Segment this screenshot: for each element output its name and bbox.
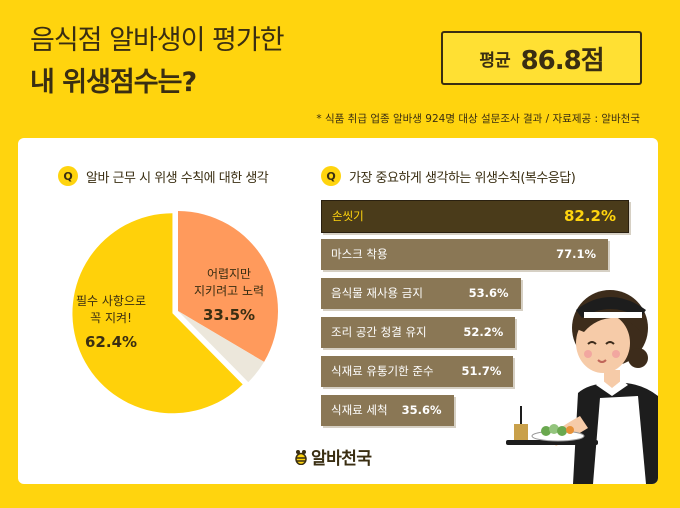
content-panel: Q 알바 근무 시 위생 수칙에 대한 생각 Q 가장 중요하게 생각하는 위생… [18,138,658,484]
pie-chart [72,211,278,414]
pie-slice-main [72,213,243,414]
bar-label: 손씻기 [332,209,364,223]
bar-3: 음식물 재사용 금지 53.6% [321,278,521,309]
bar-label: 식재료 유통기한 준수 [331,364,434,378]
bar-value-label: 77.1% [556,247,596,261]
average-label: 평균 [479,50,511,71]
source-note: * 식품 취급 업종 알바생 924명 대상 설문조사 결과 / 자료제공 : … [316,113,640,125]
bar-label: 식재료 세척 [331,403,388,417]
pie-main-value: 62.4% [85,333,138,351]
right-question-text: 가장 중요하게 생각하는 위생수칙(복수응답) [349,170,576,186]
pie-second-value: 33.5% [203,306,256,324]
brand-logo: 알바천국 [294,444,372,469]
bar-value-label: 53.6% [468,286,509,300]
pie-slice-label-main: 필수 사항으로 꼭 지켜! 62.4% [76,293,146,351]
pie-slice-rest [178,311,265,383]
left-question-text: 알바 근무 시 위생 수칙에 대한 생각 [86,170,269,186]
pie-main-line1: 필수 사항으로 [76,294,147,308]
pie-main-line2: 꼭 지켜! [90,311,132,325]
title-line-1: 음식점 알바생이 평가한 [30,25,285,56]
bar-label: 조리 공간 청결 유지 [331,325,427,339]
bar-4: 조리 공간 청결 유지 52.2% [321,317,516,348]
bar-value-label: 35.6% [401,403,442,417]
right-question-header: Q 가장 중요하게 생각하는 위생수칙(복수응답) [321,166,576,186]
average-score-box: 평균 86.8점 [441,31,642,85]
bar-1: 손씻기 82.2% [321,200,629,233]
bar-6: 식재료 세척 35.6% [321,395,454,426]
q-badge: Q [321,166,341,186]
bar-2: 마스크 착용 77.1% [321,239,608,270]
pie-slice-label-second: 어렵지만 지키려고 노력 33.5% [194,266,264,324]
bar-value-label: 52.2% [463,325,504,339]
q-badge: Q [58,166,78,186]
bar-value-label: 51.7% [461,364,502,378]
left-question-header: Q 알바 근무 시 위생 수칙에 대한 생각 [58,166,269,186]
bar-value-label: 82.2% [563,207,616,225]
waitress-illustration-icon [506,290,658,484]
title-line-2: 내 위생점수는? [30,67,197,98]
bar-label: 음식물 재사용 금지 [331,286,423,300]
bee-icon [295,449,307,465]
pie-second-line1: 어렵지만 [206,267,252,281]
pie-second-line2: 지키려고 노력 [194,284,265,298]
brand-logo-text: 알바천국 [311,449,372,469]
average-value: 86.8점 [520,45,605,76]
bar-label: 마스크 착용 [331,247,388,261]
bar-5: 식재료 유통기한 준수 51.7% [321,356,514,387]
pie-slice-second [178,211,278,362]
